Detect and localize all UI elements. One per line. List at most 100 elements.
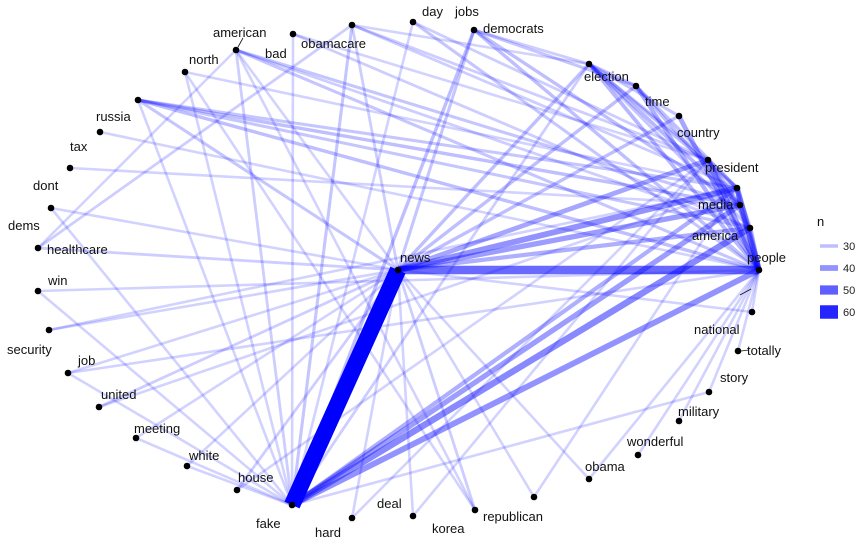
label-leader-national	[739, 288, 752, 296]
edge-fake-day	[290, 21, 415, 506]
node-label-meeting: meeting	[134, 421, 180, 436]
edge-america-russia	[137, 98, 751, 230]
node-label-win: win	[47, 273, 68, 288]
node-president	[733, 184, 741, 192]
node-label-house: house	[238, 470, 273, 485]
node-meeting	[132, 434, 140, 442]
edge-fake-dems	[49, 207, 294, 506]
edge-healthcare-american	[37, 49, 237, 249]
edge-president-russia	[137, 98, 738, 190]
edge-healthcare-obamacare	[37, 23, 353, 250]
node-label-united: united	[101, 387, 136, 402]
node-label-deal: deal	[377, 496, 402, 511]
node-russia	[134, 96, 142, 104]
node-label-american: american	[213, 25, 266, 40]
edge-people-jobs	[472, 28, 761, 272]
edge-fake-president	[290, 186, 739, 507]
node-label-obamacare: obamacare	[301, 36, 366, 51]
edge-fake-obamacare	[290, 24, 354, 506]
edge-news-time	[397, 114, 680, 272]
edge-fake-media	[290, 202, 742, 508]
node-story	[705, 388, 713, 396]
edge-america-democrats	[587, 62, 752, 230]
edge-fake-people	[290, 267, 761, 508]
edge-president-north	[184, 70, 738, 190]
node-label-white: white	[188, 448, 219, 463]
node-election	[632, 82, 640, 90]
edge-news-security	[48, 268, 399, 332]
edge-news-house	[235, 269, 400, 491]
edge-people-obama	[587, 269, 761, 480]
legend-label-30: 30	[843, 241, 855, 253]
node-label-tax: tax	[70, 139, 88, 154]
node-label-military: military	[678, 404, 720, 419]
edge-news-job	[67, 268, 399, 375]
node-layer	[34, 18, 763, 522]
edge-time-democrats	[588, 62, 680, 118]
edge-news-russia	[137, 98, 399, 272]
edge-president-security	[48, 186, 738, 332]
node-united	[95, 403, 103, 411]
edge-news-hard	[350, 269, 400, 519]
node-label-totally: totally	[747, 343, 781, 358]
node-white	[183, 462, 191, 470]
edge-fake-news	[284, 266, 406, 509]
edge-election-democrats	[588, 62, 637, 88]
edge-news-healthcare	[37, 246, 399, 272]
edge-obamacare-democrats	[351, 23, 590, 66]
edge-people-russia	[137, 98, 760, 272]
edge-fake-russia	[136, 99, 294, 506]
node-label-fake: fake	[256, 516, 281, 531]
node-label-obama: obama	[585, 459, 626, 474]
edge-people-media	[737, 204, 762, 271]
edge-america-bad	[292, 32, 751, 230]
node-label-story: story	[720, 370, 749, 385]
edge-people-american	[235, 48, 760, 272]
node-label-wonderful: wonderful	[626, 434, 683, 449]
node-people	[755, 266, 763, 274]
edge-fake-american	[234, 49, 294, 506]
edge-people-country	[705, 158, 762, 272]
edge-people-democrats	[587, 62, 761, 272]
edge-president-obamacare	[351, 23, 738, 190]
edge-news-media	[397, 202, 741, 273]
edge-hard-country	[351, 159, 709, 519]
label-leader-american	[237, 37, 244, 48]
node-military	[675, 417, 683, 425]
edge-fake-bad	[290, 33, 295, 506]
edge-media-dont	[69, 166, 741, 207]
edge-news-jobs	[396, 29, 476, 271]
edge-news-democrats	[396, 62, 591, 272]
legend: n 30 40 50 60	[817, 214, 855, 319]
edge-media-russia	[137, 98, 741, 207]
node-america	[746, 224, 754, 232]
edge-people-wonderful	[636, 269, 761, 456]
edge-fake-job	[67, 371, 293, 507]
node-label-healthcare: healthcare	[47, 242, 108, 257]
node-label-country: country	[677, 125, 720, 140]
node-day	[409, 18, 417, 26]
node-label-democrats: democrats	[483, 21, 544, 36]
node-label-america: america	[692, 228, 739, 243]
edge-united-president	[98, 186, 738, 409]
legend-label-50: 50	[843, 285, 855, 297]
edge-country-democrats	[588, 62, 709, 162]
node-label-people: people	[747, 250, 786, 265]
edge-news-deal	[396, 269, 415, 517]
edge-news-america	[397, 225, 751, 273]
node-label-russia: russia	[96, 109, 131, 124]
node-korea	[471, 506, 479, 514]
edge-jobs-democrats	[473, 28, 590, 66]
node-label-jobs: jobs	[454, 4, 479, 19]
edge-news-meeting	[135, 268, 399, 440]
node-label-news: news	[400, 250, 431, 265]
edge-america-american	[235, 48, 751, 230]
node-media	[736, 201, 744, 209]
edge-media-jobs	[473, 28, 741, 207]
node-wonderful	[634, 451, 642, 459]
edge-media-election	[634, 84, 742, 207]
edge-news-american	[234, 49, 400, 271]
edge-people-time	[676, 114, 762, 272]
node-democrats	[585, 60, 593, 68]
